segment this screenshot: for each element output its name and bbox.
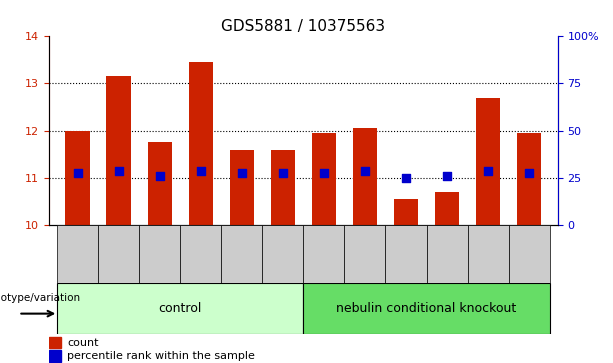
- Point: [442, 172, 452, 178]
- FancyBboxPatch shape: [262, 225, 303, 283]
- FancyBboxPatch shape: [509, 225, 550, 283]
- FancyBboxPatch shape: [303, 283, 550, 334]
- Bar: [311, 133, 337, 225]
- Bar: [148, 143, 172, 225]
- Point: [278, 170, 288, 176]
- Bar: [517, 133, 541, 225]
- FancyBboxPatch shape: [427, 225, 468, 283]
- Bar: [49, 337, 61, 348]
- Text: percentile rank within the sample: percentile rank within the sample: [67, 351, 255, 362]
- FancyBboxPatch shape: [98, 225, 139, 283]
- Point: [196, 168, 206, 174]
- Bar: [49, 350, 61, 362]
- FancyBboxPatch shape: [386, 225, 427, 283]
- Bar: [435, 192, 459, 225]
- Bar: [270, 150, 295, 225]
- FancyBboxPatch shape: [139, 225, 180, 283]
- Point: [319, 170, 329, 176]
- FancyBboxPatch shape: [345, 225, 386, 283]
- FancyBboxPatch shape: [221, 225, 262, 283]
- Point: [237, 170, 247, 176]
- FancyBboxPatch shape: [57, 283, 303, 334]
- FancyBboxPatch shape: [57, 225, 98, 283]
- Point: [114, 168, 124, 174]
- Text: count: count: [67, 338, 99, 348]
- Bar: [352, 128, 377, 225]
- Title: GDS5881 / 10375563: GDS5881 / 10375563: [221, 19, 386, 34]
- Bar: [189, 62, 213, 225]
- Bar: [107, 76, 131, 225]
- Text: control: control: [159, 302, 202, 315]
- Text: nebulin conditional knockout: nebulin conditional knockout: [337, 302, 517, 315]
- Bar: [476, 98, 500, 225]
- Bar: [394, 199, 418, 225]
- Bar: [66, 131, 90, 225]
- Point: [401, 175, 411, 181]
- FancyBboxPatch shape: [303, 225, 345, 283]
- Point: [483, 168, 493, 174]
- Point: [360, 168, 370, 174]
- Point: [524, 170, 534, 176]
- Text: genotype/variation: genotype/variation: [0, 293, 80, 303]
- Point: [155, 172, 165, 178]
- FancyBboxPatch shape: [468, 225, 509, 283]
- FancyBboxPatch shape: [180, 225, 221, 283]
- Point: [73, 170, 83, 176]
- Bar: [230, 150, 254, 225]
